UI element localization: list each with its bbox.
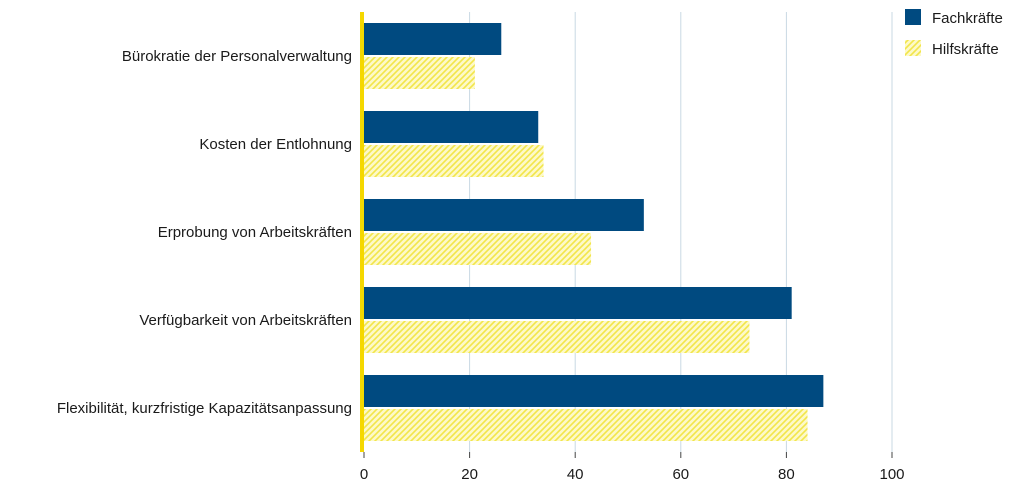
x-tick-label: 40 (567, 466, 584, 482)
category-label: Erprobung von Arbeitskräften (158, 224, 352, 241)
bar-fachkraefte (364, 287, 792, 319)
x-tick-label: 0 (360, 466, 368, 482)
category-label: Bürokratie der Personalverwaltung (122, 48, 352, 65)
x-tick-label: 100 (879, 466, 904, 482)
legend-label: Hilfskräfte (932, 41, 999, 58)
category-label: Flexibilität, kurzfristige Kapazitätsanp… (57, 400, 352, 417)
legend-label: Fachkräfte (932, 10, 1003, 27)
x-tick-label: 80 (778, 466, 795, 482)
bar-hilfskraefte (364, 321, 750, 353)
bar-fachkraefte (364, 23, 502, 55)
category-label: Verfügbarkeit von Arbeitskräften (139, 312, 352, 329)
x-tick-label: 60 (672, 466, 689, 482)
legend-swatch-fachkraefte (905, 9, 921, 25)
bars (364, 23, 824, 441)
x-tick-label: 20 (461, 466, 478, 482)
bar-fachkraefte (364, 375, 824, 407)
category-label: Kosten der Entlohnung (199, 136, 352, 153)
category-labels: Bürokratie der Personalverwaltung Kosten … (57, 48, 352, 417)
bar-hilfskraefte (364, 57, 475, 89)
legend: Fachkräfte Hilfskräfte (905, 9, 1003, 58)
bar-fachkraefte (364, 199, 644, 231)
bar-hilfskraefte (364, 409, 808, 441)
bar-fachkraefte (364, 111, 539, 143)
legend-swatch-hilfskraefte (905, 40, 921, 56)
bar-hilfskraefte (364, 233, 592, 265)
bar-hilfskraefte (364, 145, 544, 177)
x-tick-labels: 0 20 40 60 80 100 (360, 452, 905, 482)
